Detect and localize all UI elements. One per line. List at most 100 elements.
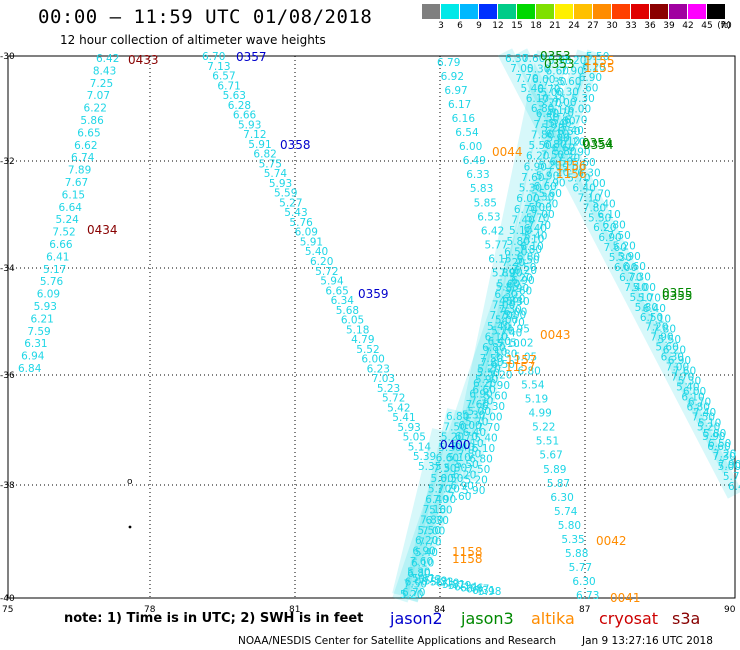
wave-height-value: 7.30 [470, 395, 493, 407]
pass-time-label: 1156 [556, 167, 587, 181]
wave-height-value: 5.67 [539, 450, 562, 462]
wave-height-value: 7.80 [420, 515, 443, 527]
wave-height-value: 5.35 [418, 461, 441, 473]
wave-height-value: 5.50 [455, 459, 478, 471]
wave-height-value: 6.79 [437, 57, 460, 69]
wave-height-value: 5.20 [612, 240, 635, 252]
legend-level: 39 [663, 21, 675, 31]
wave-height-value: 7.80 [480, 357, 503, 369]
legend-level: 36 [644, 21, 656, 31]
legend-swatch [555, 4, 574, 19]
wave-height-value: 7.12 [243, 129, 266, 141]
wave-height-value: 6.40 [524, 223, 547, 235]
wave-height-value: 5.75 [259, 158, 282, 170]
wave-height-value: 7.52 [52, 227, 75, 239]
wave-height-value: 7.20 [546, 167, 569, 179]
y-tick-label: -40 [0, 594, 15, 604]
wave-height-value: 6.00 [504, 307, 527, 319]
wave-height-value: 7.90 [718, 459, 740, 471]
wave-height-value: 5.10 [557, 135, 580, 147]
wave-height-value: 5.91 [248, 139, 271, 151]
wave-height-value: 6.10 [436, 578, 459, 590]
wave-height-value: 7.10 [423, 504, 446, 516]
wave-height-value: 5.51 [536, 436, 559, 448]
wave-height-value: 6.49 [463, 155, 486, 167]
wave-height-value: 7.50 [443, 421, 466, 433]
wave-height-value: 5.77 [569, 562, 592, 574]
wave-height-value: 6.97 [444, 85, 467, 97]
wave-height-value: 6.30 [426, 515, 449, 527]
wave-height-value: 5.33 [430, 577, 453, 589]
pass-time-label: 0359 [358, 287, 389, 301]
wave-height-value: 6.30 [505, 53, 528, 65]
wave-height-value: 5.50 [477, 367, 500, 379]
wave-height-value: 4.95 [507, 324, 530, 336]
wave-height-value: 7.03 [372, 373, 395, 385]
wave-height-value: 5.68 [336, 305, 359, 317]
y-tick-label: -30 [0, 52, 15, 62]
wave-height-value: 5.40 [415, 547, 438, 559]
wave-height-value: 6.21 [30, 313, 53, 325]
wave-height-value: 5.93 [238, 119, 261, 131]
track-line [402, 408, 463, 602]
wave-height-value: 6.41 [46, 251, 69, 263]
wave-height-value: 6.80 [446, 411, 469, 423]
wave-height-value: 6.70 [455, 431, 478, 443]
wave-height-value: 6.50 [640, 312, 663, 324]
pass-time-label: 1155 [584, 54, 615, 68]
wave-height-value: 5.20 [477, 363, 500, 375]
pass-time-label: 1156 [556, 159, 587, 173]
wave-height-value: 5.30 [678, 376, 701, 388]
wave-height-value: 5.30 [506, 296, 529, 308]
y-tick-label: -36 [0, 371, 15, 381]
wave-height-value: 5.60 [497, 278, 520, 290]
wave-height-value: 6.71 [217, 80, 240, 92]
wave-height-value: 5.14 [408, 441, 432, 453]
wave-height-value: 7.59 [27, 326, 50, 338]
wave-height-value: 5.43 [284, 207, 307, 219]
wave-height-value: 7.50 [467, 464, 490, 476]
wave-height-value: 5.73 [418, 574, 441, 586]
pass-time-label: 0355 [662, 286, 693, 300]
wave-height-value: 7.60 [448, 491, 471, 503]
wave-height-value: 5.80 [552, 115, 575, 127]
pass-time-label: 0041 [610, 591, 641, 605]
wave-height-value: 7.90 [650, 332, 673, 344]
wave-height-value: 5.50 [658, 334, 681, 346]
wave-height-value: 6.60 [552, 143, 575, 155]
wave-height-value: 7.50 [480, 353, 503, 365]
wave-height-value: 5.20 [538, 160, 561, 172]
wave-height-value: 5.94 [320, 276, 344, 288]
wave-height-value: 6.30 [494, 289, 517, 301]
wave-height-value: 7.67 [65, 177, 88, 189]
satellite-name-cryosat: cryosat [599, 609, 659, 628]
wave-height-value: 5.17 [43, 264, 66, 276]
wave-height-value: 5.86 [80, 115, 104, 127]
wave-height-value: 7.80 [583, 202, 606, 214]
wave-height-value: 6.00 [683, 386, 706, 398]
wave-height-value: 5.22 [532, 422, 555, 434]
wave-height-value: 6.20 [514, 265, 537, 277]
wave-height-value: 7.40 [542, 95, 565, 107]
y-tick-label: -38 [0, 481, 15, 491]
wave-height-value: 5.50 [418, 525, 441, 537]
wave-height-value: 7.80 [458, 448, 481, 460]
legend-level: 21 [549, 21, 561, 31]
axis-ticks: 75 78 81 84 87 90 -30 -32 -34 -36 -38 -40 [0, 52, 736, 615]
wave-height-value: 5.85 [496, 281, 519, 293]
legend-swatch [631, 4, 650, 19]
wave-height-value: 6.92 [441, 71, 464, 83]
wave-height-value: 6.60 [623, 261, 646, 273]
wave-height-value: 7.20 [713, 449, 736, 461]
wave-height-value: 7.30 [543, 76, 566, 88]
wave-height-value: 7.20 [436, 484, 459, 496]
wave-height-value: 5.60 [572, 157, 595, 169]
wave-height-value: 5.93 [397, 422, 420, 434]
wave-height-value: 6.87 [466, 584, 489, 596]
wave-height-value: 5.23 [377, 383, 400, 395]
wave-height-value: 6.80 [531, 103, 554, 115]
wave-height-value: 6.60 [472, 385, 495, 397]
x-tick-label: 75 [2, 605, 13, 615]
legend-swatch [441, 4, 460, 19]
color-legend: 3 6 9 12 15 18 21 24 27 30 33 36 39 42 45 70 (ft) [422, 4, 732, 36]
